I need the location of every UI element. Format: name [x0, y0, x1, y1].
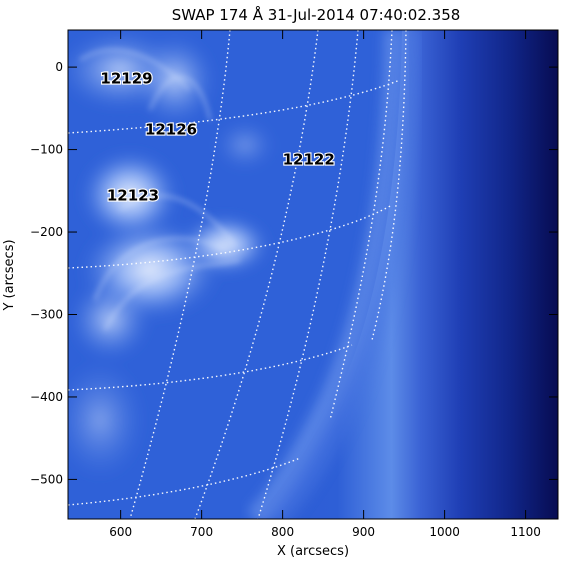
x-tick-label: 1000: [429, 525, 460, 539]
active-region-label: 12129: [100, 70, 152, 88]
y-tick-label: −100: [30, 143, 63, 157]
x-tick-label: 600: [109, 525, 132, 539]
y-axis-ticks: 0 −100 −200 −300 −400 −500: [30, 60, 558, 486]
y-tick-label: 0: [55, 60, 63, 74]
y-axis-label: Y (arcsecs): [2, 239, 17, 311]
y-tick-label: −500: [30, 472, 63, 486]
x-tick-label: 800: [271, 525, 294, 539]
x-tick-label: 700: [190, 525, 213, 539]
x-tick-label: 900: [352, 525, 375, 539]
x-axis-ticks: 600 700 800 900 1000 1100: [109, 30, 541, 539]
active-region-label: 12126: [145, 121, 197, 139]
active-region-label: 12122: [283, 150, 335, 168]
solar-image: [68, 30, 558, 519]
y-tick-label: −200: [30, 225, 63, 239]
y-tick-label: −400: [30, 390, 63, 404]
x-axis-label: X (arcsecs): [277, 544, 349, 559]
active-region-labels: 12129 12126 12122 12123: [99, 69, 336, 206]
plot-frame: [67, 29, 559, 520]
heliographic-grid: [68, 30, 407, 519]
y-tick-label: −300: [30, 307, 63, 321]
active-region-label: 12123: [107, 187, 159, 205]
figure-title: SWAP 174 Å 31-Jul-2014 07:40:02.358: [172, 5, 461, 24]
x-tick-label: 1100: [510, 525, 541, 539]
